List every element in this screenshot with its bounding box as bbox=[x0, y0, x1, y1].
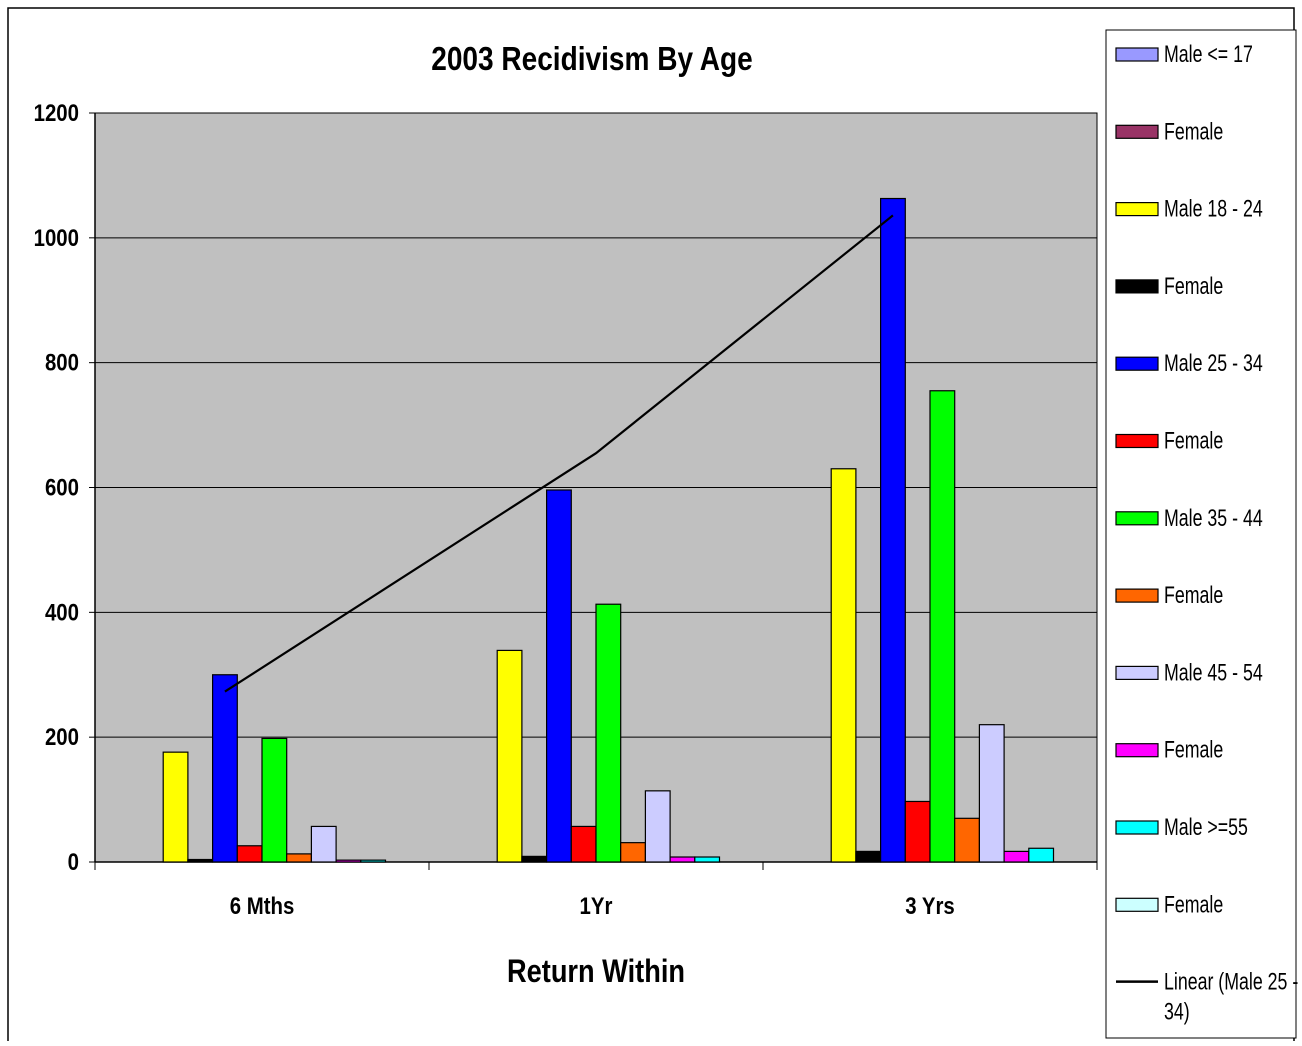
bar bbox=[1003, 850, 1030, 863]
legend: Male <= 17 Female Male 18 - 24 Female Male 2… bbox=[1105, 29, 1298, 1039]
trendline bbox=[224, 214, 894, 693]
legend-swatch bbox=[1115, 588, 1159, 603]
y-tick-label: 1000 bbox=[34, 224, 79, 251]
legend-label: Linear (Male 25 - bbox=[1164, 969, 1298, 995]
y-tick-label: 800 bbox=[45, 349, 79, 376]
bar bbox=[830, 468, 857, 863]
legend-label: Male 18 - 24 bbox=[1164, 196, 1263, 222]
bar bbox=[954, 817, 981, 863]
bar bbox=[929, 390, 956, 863]
bar bbox=[187, 858, 214, 863]
x-tick-label: 6 Mths bbox=[230, 892, 295, 919]
bar bbox=[978, 724, 1005, 863]
legend-label: Male 45 - 54 bbox=[1164, 660, 1263, 686]
legend-swatch bbox=[1115, 897, 1159, 912]
bar bbox=[644, 790, 671, 863]
legend-label: 34) bbox=[1164, 999, 1190, 1025]
legend-label: Male 35 - 44 bbox=[1164, 505, 1263, 531]
legend-swatch bbox=[1115, 665, 1159, 681]
legend-box bbox=[1105, 29, 1297, 1039]
legend-label: Male >=55 bbox=[1164, 815, 1248, 841]
bar bbox=[496, 649, 523, 863]
legend-swatch bbox=[1115, 47, 1159, 62]
bar bbox=[545, 489, 572, 863]
legend-label: Female bbox=[1164, 119, 1223, 145]
y-tick-label: 400 bbox=[45, 599, 79, 626]
bar bbox=[236, 845, 263, 863]
y-tick-label: 600 bbox=[45, 474, 79, 501]
bar bbox=[212, 674, 238, 863]
y-tick-label: 1200 bbox=[34, 99, 79, 126]
legend-label: Female bbox=[1164, 428, 1223, 454]
bar bbox=[286, 853, 313, 863]
legend-label: Male <= 17 bbox=[1164, 42, 1253, 68]
bar bbox=[360, 859, 387, 863]
legend-swatch bbox=[1115, 820, 1159, 835]
legend-swatch bbox=[1115, 279, 1159, 294]
y-tick-label: 200 bbox=[45, 724, 79, 751]
bar bbox=[162, 751, 189, 863]
y-tick-label: 0 bbox=[68, 848, 79, 875]
chart-title: 2003 Recidivism By Age bbox=[431, 41, 753, 78]
legend-swatch bbox=[1115, 202, 1159, 217]
legend-label: Female bbox=[1164, 892, 1223, 918]
x-axis-title: Return Within bbox=[507, 954, 685, 990]
legend-swatch bbox=[1115, 356, 1159, 371]
legend-label: Female bbox=[1164, 583, 1223, 609]
bar bbox=[570, 825, 597, 863]
bar bbox=[1028, 847, 1055, 863]
legend-swatch bbox=[1115, 743, 1159, 758]
bar bbox=[879, 197, 906, 863]
bar bbox=[620, 842, 647, 863]
legend-label: Male 25 - 34 bbox=[1164, 351, 1263, 377]
legend-swatch bbox=[1115, 433, 1159, 449]
bar bbox=[310, 825, 337, 863]
bar bbox=[521, 855, 548, 863]
bar bbox=[855, 850, 882, 863]
legend-label: Female bbox=[1164, 273, 1223, 299]
plot-area: 0 200 400 600 800 1000 1200 6 Mths 1Yr 3 Yrs bbox=[34, 99, 1098, 919]
legend-label: Female bbox=[1164, 737, 1223, 763]
bar bbox=[904, 800, 931, 863]
bar bbox=[669, 856, 696, 863]
legend-swatch bbox=[1115, 124, 1159, 139]
bar bbox=[694, 856, 721, 863]
legend-swatch bbox=[1115, 511, 1159, 526]
x-tick-label: 1Yr bbox=[580, 892, 613, 919]
bar bbox=[595, 603, 622, 863]
bar bbox=[335, 859, 362, 863]
bar bbox=[261, 737, 288, 863]
x-tick-label: 3 Yrs bbox=[905, 892, 955, 919]
